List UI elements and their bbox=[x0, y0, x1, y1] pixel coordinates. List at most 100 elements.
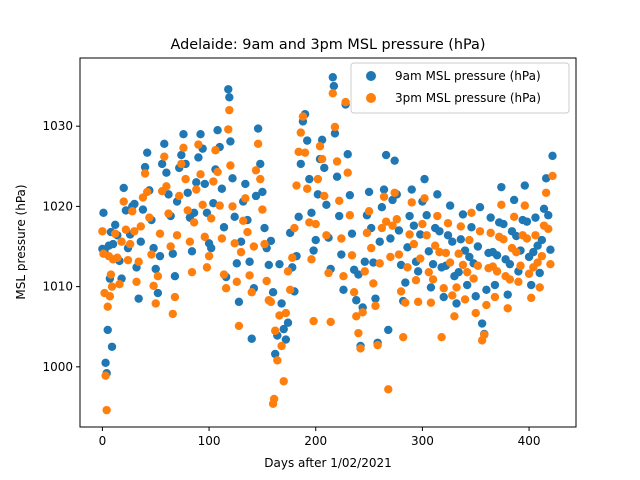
data-point bbox=[394, 226, 404, 235]
data-point bbox=[236, 237, 246, 246]
data-point bbox=[482, 300, 491, 310]
data-point bbox=[147, 250, 156, 259]
data-point bbox=[522, 217, 532, 226]
data-point bbox=[381, 217, 391, 226]
data-point bbox=[213, 126, 222, 135]
data-point bbox=[426, 298, 436, 307]
data-point bbox=[164, 209, 173, 218]
data-point bbox=[260, 223, 269, 233]
data-point bbox=[226, 161, 235, 170]
data-point bbox=[221, 284, 231, 293]
data-point bbox=[192, 178, 201, 187]
data-point bbox=[249, 242, 259, 251]
data-point bbox=[275, 259, 284, 269]
data-point bbox=[198, 200, 207, 209]
data-point bbox=[225, 105, 234, 115]
data-point bbox=[168, 309, 177, 319]
data-point bbox=[546, 245, 555, 254]
data-point bbox=[352, 312, 361, 321]
data-point bbox=[546, 259, 555, 269]
data-point bbox=[345, 211, 355, 220]
data-point bbox=[403, 243, 412, 252]
data-point bbox=[207, 214, 216, 223]
data-point bbox=[105, 292, 115, 301]
data-point bbox=[448, 291, 457, 300]
data-point bbox=[279, 377, 288, 386]
data-point bbox=[160, 152, 169, 161]
data-point bbox=[371, 294, 380, 303]
data-point bbox=[362, 228, 372, 238]
data-point bbox=[445, 258, 455, 267]
data-point bbox=[358, 308, 367, 317]
data-point bbox=[245, 257, 254, 266]
data-point bbox=[535, 283, 544, 292]
data-point bbox=[209, 198, 218, 208]
data-point bbox=[258, 205, 267, 214]
data-point bbox=[266, 297, 276, 307]
data-point bbox=[405, 230, 414, 239]
data-point bbox=[418, 219, 427, 229]
data-point bbox=[433, 190, 442, 199]
data-point bbox=[119, 183, 128, 193]
data-point bbox=[475, 203, 485, 212]
data-point bbox=[296, 128, 305, 137]
data-point bbox=[352, 296, 361, 305]
data-point bbox=[311, 235, 320, 245]
data-point bbox=[320, 163, 329, 173]
series-1 bbox=[98, 89, 557, 415]
data-point bbox=[125, 239, 135, 249]
data-point bbox=[347, 229, 357, 238]
data-point bbox=[99, 208, 108, 218]
data-point bbox=[328, 89, 337, 98]
data-point bbox=[162, 168, 171, 177]
data-point bbox=[332, 172, 342, 181]
chart-title: Adelaide: 9am and 3pm MSL pressure (hPa) bbox=[171, 37, 486, 53]
data-point bbox=[119, 197, 128, 206]
data-point bbox=[335, 211, 344, 221]
data-point bbox=[364, 187, 374, 197]
data-point bbox=[364, 207, 374, 216]
data-point bbox=[217, 184, 227, 193]
data-point bbox=[390, 156, 399, 165]
data-point bbox=[416, 254, 425, 263]
data-point bbox=[369, 279, 378, 288]
data-point bbox=[136, 237, 145, 246]
data-point bbox=[458, 210, 468, 219]
data-point bbox=[106, 270, 116, 279]
data-point bbox=[482, 285, 491, 295]
data-point bbox=[290, 223, 299, 233]
data-point bbox=[332, 157, 342, 166]
data-point bbox=[111, 229, 120, 238]
data-point bbox=[294, 147, 303, 157]
data-point bbox=[490, 280, 500, 290]
data-point bbox=[283, 318, 293, 327]
data-point bbox=[469, 274, 478, 283]
data-point bbox=[337, 234, 346, 243]
data-point bbox=[503, 290, 512, 299]
data-point bbox=[228, 202, 237, 211]
data-point bbox=[253, 139, 263, 149]
data-point bbox=[307, 255, 316, 264]
data-point bbox=[271, 349, 280, 359]
data-point bbox=[209, 177, 218, 186]
data-point bbox=[409, 221, 419, 230]
legend-marker-3pm bbox=[366, 93, 376, 103]
data-point bbox=[377, 223, 387, 233]
data-point bbox=[185, 237, 195, 246]
data-point bbox=[268, 288, 278, 297]
data-point bbox=[465, 235, 474, 245]
data-point bbox=[292, 181, 301, 190]
data-point bbox=[509, 195, 519, 205]
legend: 9am MSL pressure (hPa) 3pm MSL pressure … bbox=[350, 62, 570, 114]
data-point bbox=[256, 174, 265, 184]
data-point bbox=[343, 168, 352, 177]
data-point bbox=[369, 258, 378, 267]
data-point bbox=[509, 212, 519, 222]
data-point bbox=[520, 181, 529, 190]
data-point bbox=[155, 251, 165, 261]
data-point bbox=[183, 206, 192, 215]
data-point bbox=[136, 222, 145, 231]
data-point bbox=[311, 219, 320, 229]
data-point bbox=[189, 218, 199, 227]
data-points bbox=[98, 73, 557, 415]
